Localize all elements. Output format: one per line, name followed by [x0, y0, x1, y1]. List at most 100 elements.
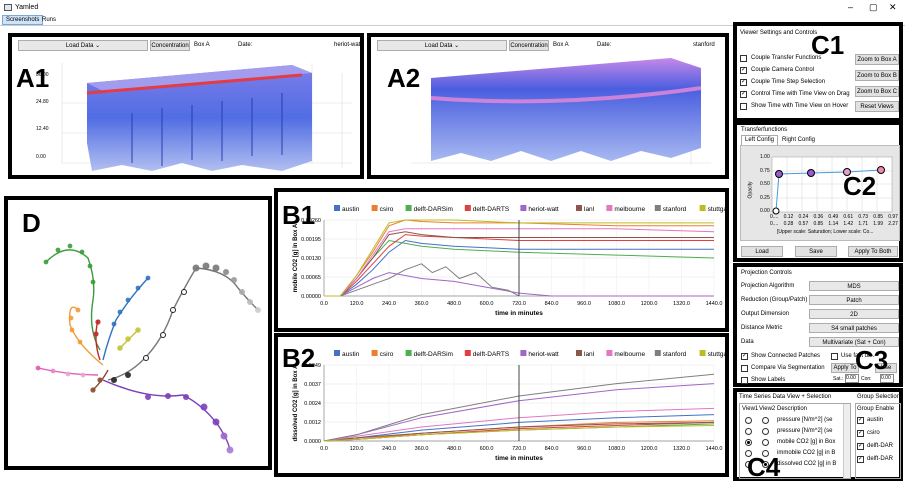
- x-tick-label: 1200.0: [641, 301, 658, 307]
- tf-save-button[interactable]: Save: [795, 246, 837, 257]
- use-fast-checkbox[interactable]: [831, 353, 838, 360]
- load-data-dropdown[interactable]: Load Data ⌄: [18, 40, 148, 51]
- panel-label-b1: B1: [282, 200, 316, 230]
- tf-apply-both-button[interactable]: Apply To Both: [848, 246, 898, 257]
- view1-radio[interactable]: [745, 439, 752, 446]
- show-connected-checkbox[interactable]: ✓: [741, 353, 748, 360]
- legend-swatch: [576, 350, 582, 356]
- reset-views-button[interactable]: Reset Views: [855, 101, 899, 112]
- volume-render-a1[interactable]: [12, 53, 360, 175]
- load-data-dropdown[interactable]: Load Data ⌄: [377, 40, 507, 51]
- legend-label: melbourne: [614, 351, 645, 358]
- view1-radio[interactable]: [745, 450, 752, 457]
- legend-swatch: [654, 205, 661, 211]
- group-checkbox-csiro[interactable]: ✓: [857, 430, 864, 437]
- legend-swatch: [334, 350, 340, 356]
- concentration-button[interactable]: Concentration: [150, 40, 190, 51]
- group-checkbox-delft-darts[interactable]: ✓: [857, 456, 864, 463]
- legend-swatch: [520, 205, 527, 211]
- view2-radio[interactable]: [762, 428, 769, 435]
- y-tick-label: 0.00000: [301, 294, 321, 300]
- title-bar: Yamled – ▢ ✕: [0, 0, 905, 15]
- chart-panel-b2: austin csiro delft-DARSim delft-DARTS heriot…: [274, 333, 729, 477]
- timeseries-scrollbar[interactable]: [843, 404, 850, 478]
- legend-label: stanford: [663, 351, 687, 358]
- group-selection-title: Group Selection: [857, 394, 901, 400]
- group-label: delft-DAR: [867, 456, 894, 462]
- x-tick-label: 600.0: [480, 301, 494, 307]
- series-line: [323, 425, 715, 442]
- volume-render-a2[interactable]: [371, 53, 725, 175]
- group-checkbox-delft-darsim[interactable]: ✓: [857, 443, 864, 450]
- data-label: Data: [741, 339, 754, 345]
- chart-mobile-co2[interactable]: austin csiro delft-DARSim delft-DARTS heriot…: [278, 192, 725, 328]
- box-label: Box A: [194, 42, 210, 48]
- legend-swatch: [606, 350, 613, 356]
- view1-radio[interactable]: [745, 461, 752, 468]
- concentration-button[interactable]: Concentration: [509, 40, 549, 51]
- legend-swatch: [334, 205, 340, 211]
- projection-scatter[interactable]: [8, 200, 268, 466]
- view2-radio[interactable]: [762, 439, 769, 446]
- series-line: [324, 239, 714, 297]
- y-tick-label: 0.0024: [304, 401, 321, 407]
- series-line: [324, 219, 714, 297]
- view1-radio[interactable]: [745, 417, 752, 424]
- distance-metric-select[interactable]: S4 small patches: [809, 323, 899, 333]
- show-labels-label: Show Labels: [751, 377, 786, 383]
- timeseries-selection-panel: Time Series Data View + Selection Group …: [733, 388, 903, 481]
- tab-runs[interactable]: Runs: [42, 17, 57, 23]
- series-line: [323, 407, 715, 442]
- zoom-box-c-button[interactable]: Zoom to Box C: [855, 86, 899, 97]
- series-line: [323, 373, 715, 442]
- y-tick-label: 0.00065: [301, 275, 321, 281]
- minimize-icon[interactable]: –: [848, 2, 854, 12]
- series-line: [324, 228, 715, 297]
- zoom-box-a-button[interactable]: Zoom to Box A: [855, 54, 899, 65]
- transfer-function-editor[interactable]: [740, 145, 900, 241]
- couple-camera-checkbox[interactable]: ✓: [740, 67, 747, 74]
- tab-right-config[interactable]: Right Config: [782, 137, 816, 143]
- y-tick-label: 0.0037: [304, 382, 321, 388]
- use-button[interactable]: Use: [875, 363, 897, 373]
- zoom-box-b-button[interactable]: Zoom to Box B: [855, 70, 899, 81]
- panel-label-a1: A1: [16, 63, 50, 93]
- couple-timestep-checkbox[interactable]: ✓: [740, 79, 747, 86]
- volume-view-a1[interactable]: Load Data ⌄ Concentration Box A Date: he…: [8, 33, 364, 179]
- maximize-icon[interactable]: ▢: [869, 2, 878, 12]
- data-select[interactable]: Multivariate (Sat + Con): [809, 337, 899, 347]
- tf-load-button[interactable]: Load: [741, 246, 783, 257]
- group-checkbox-austin[interactable]: ✓: [857, 417, 864, 424]
- x-tick-label: 480.0: [447, 301, 461, 307]
- series-description: dissolved CO2 [g] in B: [777, 461, 837, 467]
- view1-radio[interactable]: [745, 428, 752, 435]
- control-time-drag-checkbox[interactable]: ✓: [740, 91, 747, 98]
- projection-algorithm-select[interactable]: MDS: [809, 281, 899, 291]
- apply-to-button[interactable]: Apply To: [831, 363, 859, 373]
- couple-transfer-checkbox[interactable]: [740, 55, 747, 62]
- reduction-select[interactable]: Patch: [809, 295, 899, 305]
- view2-radio[interactable]: [762, 461, 769, 468]
- axis-tick: 24.80: [36, 99, 49, 105]
- view2-radio[interactable]: [762, 417, 769, 424]
- legend-label: lanl: [584, 206, 595, 213]
- show-time-hover-checkbox[interactable]: [740, 103, 747, 110]
- series-line: [324, 263, 520, 297]
- show-labels-checkbox[interactable]: [741, 377, 748, 384]
- x-tick-label: 1320.0: [673, 301, 690, 307]
- chart-dissolved-co2[interactable]: austin csiro delft-DARSim delft-DARTS heriot…: [278, 337, 725, 473]
- close-icon[interactable]: ✕: [889, 2, 897, 12]
- sat-input[interactable]: 0.00: [845, 374, 859, 383]
- view2-radio[interactable]: [762, 450, 769, 457]
- x-tick-label: 720.0: [512, 446, 526, 452]
- volume-view-a2[interactable]: Load Data ⌄ Concentration Box A Date: st…: [367, 33, 729, 179]
- legend-swatch: [699, 205, 706, 211]
- tab-screenshots[interactable]: Screenshots: [2, 15, 44, 25]
- output-dimension-select[interactable]: 2D: [809, 309, 899, 319]
- compare-segmentation-checkbox[interactable]: [741, 365, 748, 372]
- tf-ytick: 1.00: [760, 154, 770, 160]
- legend-swatch: [654, 350, 661, 356]
- projection-view-d[interactable]: D: [4, 196, 272, 470]
- con-input[interactable]: 0.00: [880, 374, 894, 383]
- tab-left-config[interactable]: Left Config: [741, 135, 779, 145]
